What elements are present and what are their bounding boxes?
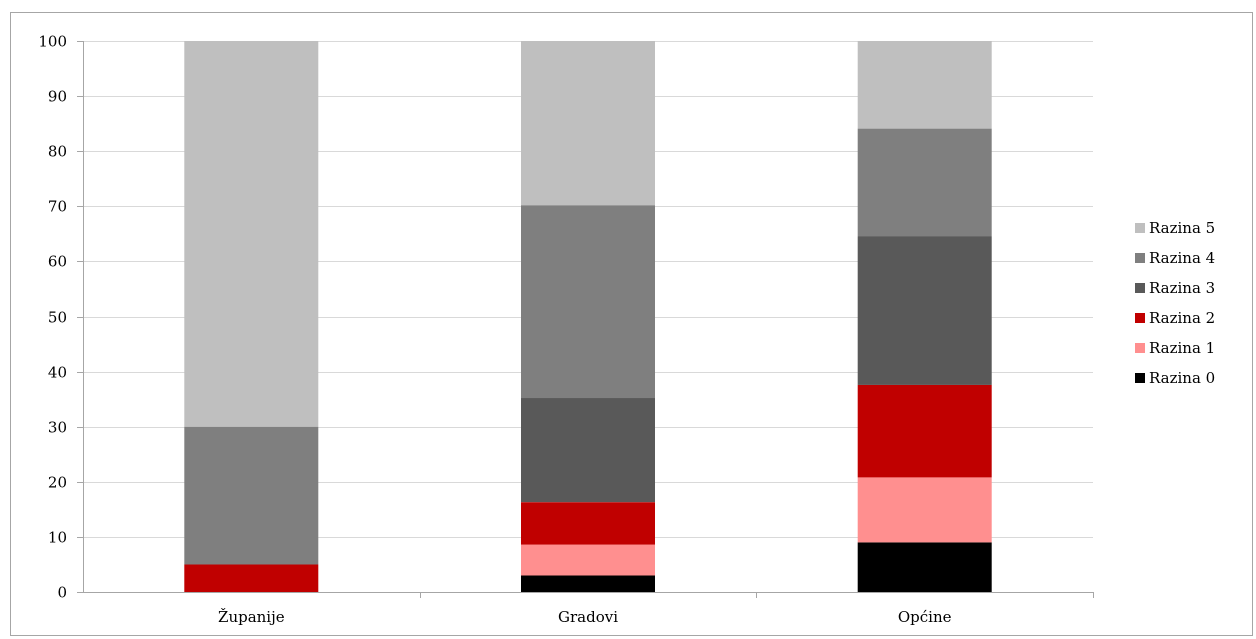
legend-item: Razina 3 — [1135, 279, 1215, 297]
y-tick-label: 40 — [48, 364, 67, 382]
bar-segment-razina-0-2 — [857, 542, 992, 592]
bar-segment-razina-4-2 — [857, 128, 992, 236]
legend: Razina 5 Razina 4 Razina 3 Razina 2 Razina 1… — [1135, 219, 1215, 387]
bar-segment-razina-1-1 — [521, 544, 655, 576]
bar-segment-razina-3-1 — [521, 398, 655, 503]
legend-swatch — [1135, 253, 1145, 263]
bar-segment-razina-5-1 — [521, 41, 655, 206]
legend-label: Razina 4 — [1149, 249, 1215, 267]
y-tick-label: 20 — [48, 474, 67, 492]
x-tick-label: Općine — [898, 608, 952, 626]
bar-segment-razina-5-0 — [184, 41, 319, 427]
y-tick-label: 50 — [48, 309, 67, 327]
legend-swatch — [1135, 343, 1145, 353]
legend-item: Razina 2 — [1135, 309, 1215, 327]
legend-item: Razina 1 — [1135, 339, 1215, 357]
legend-swatch — [1135, 283, 1145, 293]
y-tick-label: 80 — [48, 143, 67, 161]
legend-item: Razina 5 — [1135, 219, 1215, 237]
y-tick-label: 30 — [48, 419, 67, 437]
bar-segment-razina-4-1 — [521, 205, 655, 399]
legend-swatch — [1135, 223, 1145, 233]
bar-segment-razina-1-2 — [857, 477, 992, 543]
y-tick-labels: 0 10 20 30 40 50 60 70 80 90 100 — [38, 33, 67, 602]
bar-segment-razina-2-0 — [184, 564, 319, 592]
x-tick-labels: Županije Gradovi Općine — [218, 608, 952, 626]
legend-swatch — [1135, 373, 1145, 383]
legend-item: Razina 4 — [1135, 249, 1215, 267]
legend-item: Razina 0 — [1135, 369, 1215, 387]
x-tick-label: Gradovi — [558, 608, 618, 626]
legend-label: Razina 3 — [1149, 279, 1215, 297]
legend-label: Razina 5 — [1149, 219, 1215, 237]
legend-swatch — [1135, 313, 1145, 323]
bars — [184, 41, 992, 592]
y-tick-label: 10 — [48, 529, 67, 547]
y-tick-label: 0 — [57, 584, 67, 602]
y-tick-label: 90 — [48, 88, 67, 106]
x-tick-label: Županije — [218, 608, 285, 626]
y-tick-label: 100 — [38, 33, 67, 51]
bar-segment-razina-5-2 — [857, 41, 992, 129]
legend-label: Razina 0 — [1149, 369, 1215, 387]
bar-segment-razina-3-2 — [857, 236, 992, 385]
bar-segment-razina-0-1 — [521, 575, 655, 592]
bar-segment-razina-2-2 — [857, 384, 992, 478]
axes — [77, 41, 1094, 598]
legend-label: Razina 1 — [1149, 339, 1215, 357]
bar-segment-razina-2-1 — [521, 502, 655, 545]
bar-segment-razina-4-0 — [184, 426, 319, 565]
legend-label: Razina 2 — [1149, 309, 1215, 327]
y-tick-label: 70 — [48, 198, 67, 216]
y-tick-label: 60 — [48, 253, 67, 271]
